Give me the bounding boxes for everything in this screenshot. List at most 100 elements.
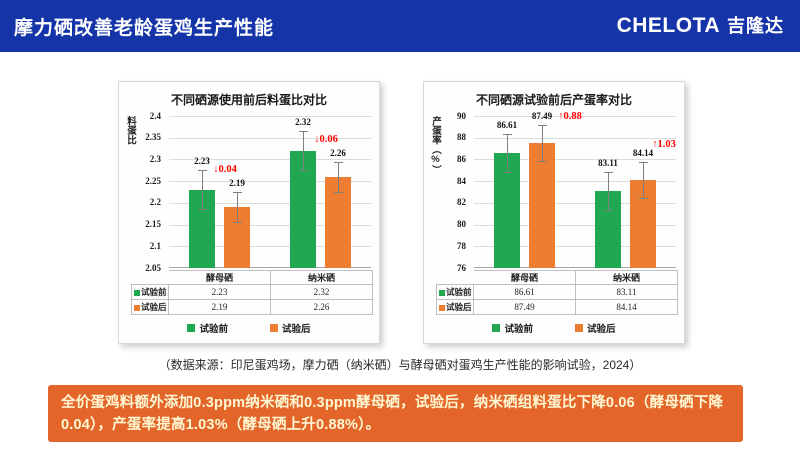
data-table: 酵母硒 纳米硒 试验前 2.23 2.32 试验后 2.19 2.26	[131, 270, 373, 315]
table-header-cell: 酵母硒	[474, 270, 576, 285]
series-swatch	[134, 304, 140, 311]
error-bar	[541, 125, 543, 162]
gridline	[474, 246, 676, 248]
error-bar-cap	[232, 222, 242, 224]
error-bar-cap	[638, 197, 648, 199]
error-bar-cap	[638, 161, 648, 163]
table-header-cell: 纳米硒	[576, 270, 678, 285]
gridline	[474, 116, 676, 117]
table-header-cell: 纳米硒	[271, 270, 373, 285]
gridline	[474, 159, 676, 161]
error-bar-cap	[537, 161, 547, 163]
y-tick-label: 78	[457, 240, 466, 251]
legend: 试验前 试验后	[119, 321, 379, 335]
bar-value-label: 2.32	[295, 117, 311, 128]
title-bar: 摩力硒改善老龄蛋鸡生产性能 CHELOTA 吉隆达	[0, 0, 800, 52]
bar-试验后-酵母硒	[529, 143, 555, 268]
legend-label: 试验后	[282, 324, 311, 335]
chart-panel-egg-production-rate: 不同硒源试验前后产蛋率对比 产蛋率（%） 90 88 86 84 82 80 78 76 86…	[423, 81, 685, 344]
error-bar-cap	[197, 209, 207, 211]
y-tick-label: 2.1	[149, 240, 161, 251]
error-bar-cap	[333, 161, 343, 163]
delta-annotation: ↑0.88	[558, 111, 582, 123]
bar-value-label: 84.14	[632, 147, 654, 158]
x-axis-line	[169, 267, 371, 268]
error-bar	[201, 170, 203, 210]
summary-text: 全价蛋鸡料额外添加0.3ppm纳米硒和0.3ppm酵母硒，试验后，纳米硒组料蛋比…	[61, 395, 724, 434]
error-bar-cap	[197, 170, 207, 172]
y-tick-label: 2.25	[145, 175, 161, 186]
error-bar-cap	[333, 192, 343, 193]
gridline	[169, 202, 371, 204]
plot-area: 2.23 2.32 2.19 2.26 ↓0.04 ↓0.06	[169, 116, 371, 268]
table-row-label: 试验后	[436, 300, 474, 315]
error-bar-cap	[603, 209, 613, 211]
legend-swatch	[575, 324, 583, 332]
brand-logo-en: CHELOTA	[616, 14, 720, 37]
y-tick-label: 88	[457, 132, 466, 143]
bar-value-label: 83.11	[598, 157, 618, 168]
error-bar	[607, 171, 609, 210]
gridline	[474, 202, 676, 204]
y-tick-label: 80	[457, 219, 466, 230]
error-bar-cap	[232, 192, 242, 193]
gridline	[169, 116, 371, 117]
gridline	[169, 159, 371, 161]
gridline	[169, 181, 371, 183]
y-axis-ticks: 2.4 2.35 2.3 2.25 2.2 2.15 2.1 2.05	[119, 111, 165, 273]
gridline	[169, 246, 371, 248]
bar-value-label: 87.49	[531, 111, 553, 122]
y-axis-label: 产蛋率（%）	[430, 116, 441, 175]
legend-swatch	[187, 324, 196, 332]
error-bar	[506, 133, 508, 172]
y-tick-label: 84	[457, 175, 466, 186]
table-value-cell: 87.49	[474, 300, 576, 315]
legend-item-试验前: 试验前	[492, 321, 533, 335]
legend-label: 试验后	[587, 324, 616, 335]
gridline	[169, 137, 371, 139]
error-bar-cap	[502, 171, 512, 173]
source-note: （数据来源：印尼蛋鸡场，摩力硒（纳米硒）与酵母硒对蛋鸡生产性能的影响试验，202…	[158, 358, 642, 372]
series-swatch	[439, 289, 445, 296]
y-tick-label: 2.05	[145, 262, 161, 273]
y-tick-label: 2.4	[149, 110, 161, 121]
delta-annotation: ↑1.03	[652, 138, 676, 150]
legend-item-试验后: 试验后	[270, 321, 311, 335]
gridline	[474, 224, 676, 226]
y-tick-label: 2.15	[145, 219, 161, 230]
y-tick-label: 2.3	[149, 153, 161, 164]
error-bar-cap	[603, 171, 613, 173]
chart-title: 不同硒源使用前后料蛋比对比	[170, 93, 327, 107]
delta-annotation: ↓0.06	[314, 133, 338, 145]
table-corner-cell	[436, 270, 474, 285]
y-tick-label: 2.2	[149, 197, 161, 208]
error-bar-cap	[298, 131, 308, 133]
x-axis-line	[474, 267, 676, 268]
error-bar	[236, 192, 238, 223]
table-value-cell: 83.11	[576, 285, 678, 300]
legend-label: 试验前	[504, 324, 533, 335]
error-bar-cap	[502, 133, 512, 135]
table-row-label: 试验前	[131, 285, 169, 300]
legend-item-试验后: 试验后	[575, 321, 616, 335]
table-row-label: 试验前	[436, 285, 474, 300]
gridline	[474, 181, 676, 183]
table-value-cell: 86.61	[474, 285, 576, 300]
error-bar-cap	[537, 125, 547, 127]
bar-value-label: 2.19	[229, 178, 245, 188]
error-bar	[337, 161, 339, 192]
series-swatch	[439, 304, 445, 311]
table-corner-cell	[131, 270, 169, 285]
table-value-cell: 2.23	[169, 285, 271, 300]
y-tick-label: 82	[457, 197, 466, 208]
y-axis-ticks: 90 88 86 84 82 80 78 76	[424, 111, 470, 273]
legend-item-试验前: 试验前	[187, 321, 228, 335]
legend-label: 试验前	[199, 324, 228, 335]
y-tick-label: 90	[457, 110, 466, 121]
table-value-cell: 84.14	[576, 300, 678, 315]
bar-value-label: 2.26	[330, 147, 346, 158]
bar-value-label: 86.61	[496, 119, 518, 130]
plot-area: 86.61 83.11 87.49 84.14 ↑0.88 ↑1.03	[474, 111, 676, 268]
table-header-cell: 酵母硒	[169, 270, 271, 285]
